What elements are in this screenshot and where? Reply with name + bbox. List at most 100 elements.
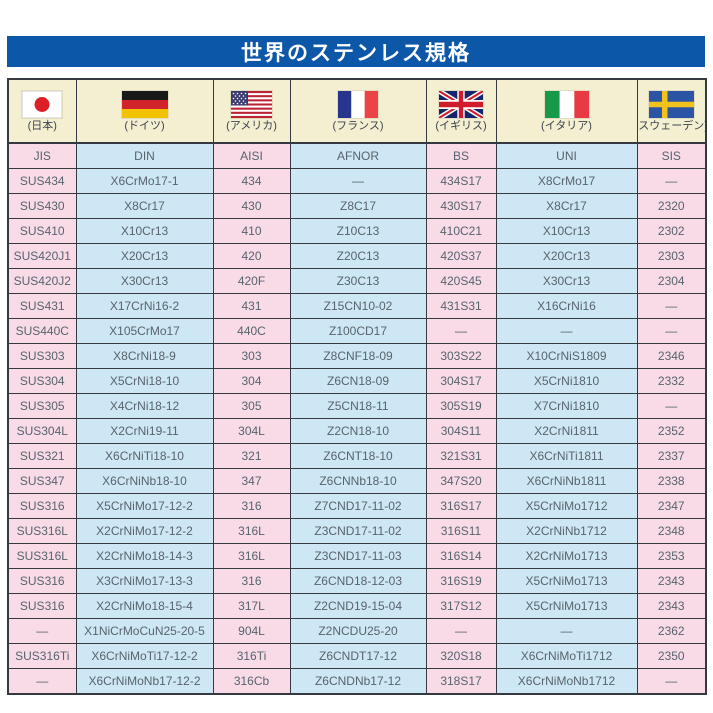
table-cell: — (7, 668, 77, 695)
table-cell: 317S12 (425, 593, 497, 619)
table-row: SUS316 X5CrNiMo17-12-2 316 Z7CND17-11-02 316… (7, 493, 707, 519)
table-cell: 305 (212, 393, 291, 419)
table-cell: X5CrNi1810 (495, 368, 638, 394)
table-cell: 303S22 (425, 343, 497, 369)
table-row: — X1NiCrMoCuN25-20-5 904L Z2NCDU25-20— —2362 (7, 618, 707, 644)
usa-flag-icon (231, 91, 272, 118)
table-cell: SUS316L (7, 518, 77, 544)
table-cell: 434 (212, 168, 291, 194)
table-row: SUS316L X2CrNiMo17-12-2 316L Z3CND17-11-02 3… (7, 518, 707, 544)
table-cell: 320S18 (425, 643, 497, 669)
page-title: 世界のステンレス規格 (241, 41, 471, 65)
country-header-usa: (アメリカ) (212, 78, 291, 144)
table-cell: 420S37 (425, 243, 497, 269)
title-banner: 世界のステンレス規格 (7, 36, 705, 67)
table-cell: SUS347 (7, 468, 77, 494)
table-cell: X8Cr17 (75, 193, 214, 219)
table-cell: Z6CNNb18-10 (289, 468, 427, 494)
table-cell: X5CrNiMo1713 (495, 593, 638, 619)
table-cell: X5CrNiMo17-12-2 (75, 493, 214, 519)
table-cell: X2CrNi1811 (495, 418, 638, 444)
table-cell: X6CrNiMoTi1712 (495, 643, 638, 669)
table-cell: X10Cr13 (495, 218, 638, 244)
country-label: (アメリカ) (226, 120, 277, 132)
country-label: (日本) (27, 120, 57, 132)
table-row: SUS440C X105CrMo17 440C Z100CD17— — — (7, 318, 707, 344)
table-cell: 2352 (636, 418, 707, 444)
table-cell: X6CrNiNb18-10 (75, 468, 214, 494)
table-cell: 347S20 (425, 468, 497, 494)
table-cell: Z6CND18-12-03 (289, 568, 427, 594)
table-cell: X17CrNi16-2 (75, 293, 214, 319)
col-header-jis: JIS (7, 142, 77, 169)
table-cell: Z7CND17-11-02 (289, 493, 427, 519)
table-cell: 316S17 (425, 493, 497, 519)
italy-flag-icon (544, 91, 589, 118)
uk-flag-icon (439, 91, 483, 118)
table-row: SUS304 X5CrNi18-10 304 Z6CN18-09 304S17 X5CrN… (7, 368, 707, 394)
table-cell: — (495, 318, 638, 344)
standards-header-row: JIS DIN AISI AFNOR BS UNI SIS (7, 142, 707, 169)
table-cell: 2347 (636, 493, 707, 519)
table-row: SUS316L X2CrNiMo18-14-3 316L Z3CND17-11-03 3… (7, 543, 707, 569)
table-cell: X2CrNi19-11 (75, 418, 214, 444)
table-cell: — (636, 668, 707, 695)
table-cell: — (7, 618, 77, 644)
table-cell: Z15CN10-02 (289, 293, 427, 319)
stainless-standards-table: (日本) (ドイツ) (7, 78, 707, 695)
table-cell: X8Cr17 (495, 193, 638, 219)
table-cell: SUS305 (7, 393, 77, 419)
table-row: SUS430 X8Cr17 430 Z8C17 430S17 X8Cr17 2320 (7, 193, 707, 219)
table-cell: X105CrMo17 (75, 318, 214, 344)
table-cell: X6CrNiMoNb17-12-2 (75, 668, 214, 695)
table-cell: X8CrMo17 (495, 168, 638, 194)
table-cell: Z100CD17 (289, 318, 427, 344)
table-cell: Z2NCDU25-20 (289, 618, 427, 644)
table-cell: SUS431 (7, 293, 77, 319)
table-cell: X10Cr13 (75, 218, 214, 244)
table-cell: 2346 (636, 343, 707, 369)
table-cell: 2332 (636, 368, 707, 394)
table-cell: SUS420J1 (7, 243, 77, 269)
table-cell: Z2CN18-10 (289, 418, 427, 444)
table-cell: — (289, 168, 427, 194)
table-cell: 2338 (636, 468, 707, 494)
table-cell: Z6CNDT17-12 (289, 643, 427, 669)
country-header-france: (フランス) (289, 78, 427, 144)
table-cell: X6CrNiTi18-10 (75, 443, 214, 469)
table-cell: 2343 (636, 568, 707, 594)
table-cell: Z5CN18-11 (289, 393, 427, 419)
table-cell: — (425, 318, 497, 344)
table-cell: SUS434 (7, 168, 77, 194)
table-cell: 434S17 (425, 168, 497, 194)
table-cell: X2CrNiMo17-12-2 (75, 518, 214, 544)
table-cell: Z3CND17-11-03 (289, 543, 427, 569)
country-header-italy: (イタリア) (495, 78, 638, 144)
table-cell: 316S11 (425, 518, 497, 544)
table-cell: Z10C13 (289, 218, 427, 244)
table-cell: 904L (212, 618, 291, 644)
table-cell: 316S19 (425, 568, 497, 594)
table-cell: 304S17 (425, 368, 497, 394)
table-cell: SUS430 (7, 193, 77, 219)
table-cell: 318S17 (425, 668, 497, 695)
table-cell: — (636, 318, 707, 344)
table-cell: 316L (212, 518, 291, 544)
table-cell: 304 (212, 368, 291, 394)
germany-flag-icon (121, 91, 168, 118)
table-cell: X30Cr13 (495, 268, 638, 294)
table-cell: 316 (212, 568, 291, 594)
table-cell: X1NiCrMoCuN25-20-5 (75, 618, 214, 644)
table-cell: 420 (212, 243, 291, 269)
table-cell: SUS316 (7, 568, 77, 594)
table-cell: X5CrNiMo1712 (495, 493, 638, 519)
table-cell: — (636, 393, 707, 419)
table-row: SUS304L X2CrNi19-11 304L Z2CN18-10 304S11 X2C… (7, 418, 707, 444)
col-header-bs: BS (425, 142, 497, 169)
table-row: SUS431 X17CrNi16-2 431 Z15CN10-02 431S31 X16C… (7, 293, 707, 319)
table-cell: SUS316L (7, 543, 77, 569)
table-cell: X6CrNiNb1811 (495, 468, 638, 494)
table-cell: 304S11 (425, 418, 497, 444)
table-row: SUS303 X8CrNi18-9 303 Z8CNF18-09 303S22 X10Cr… (7, 343, 707, 369)
